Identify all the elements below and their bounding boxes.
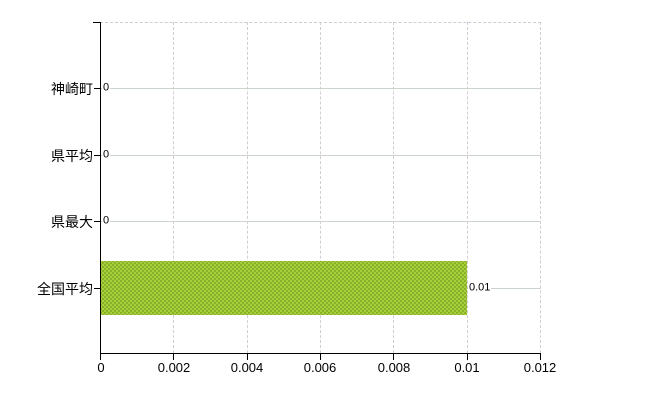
gridline-vertical — [393, 22, 394, 353]
x-tick-label: 0.002 — [157, 360, 191, 375]
gridline-horizontal — [101, 88, 541, 89]
gridline-vertical — [540, 22, 541, 353]
y-tick — [94, 288, 100, 289]
x-tick — [393, 354, 394, 360]
value-label: 0 — [102, 148, 111, 161]
gridline-vertical — [467, 22, 468, 353]
value-label: 0.01 — [468, 281, 492, 294]
gridline-vertical — [247, 22, 248, 353]
x-tick — [247, 354, 248, 360]
y-axis-top-tick — [93, 22, 100, 23]
gridline-horizontal — [101, 155, 541, 156]
x-tick-label: 0.006 — [303, 360, 337, 375]
gridline-vertical — [320, 22, 321, 353]
x-tick-label: 0.01 — [454, 360, 480, 375]
y-tick — [94, 155, 100, 156]
x-tick — [540, 354, 541, 360]
category-label-kensaidai: 県最大 — [51, 214, 93, 230]
x-tick — [173, 354, 174, 360]
y-tick — [94, 221, 100, 222]
gridline-horizontal — [101, 221, 541, 222]
x-tick-label: 0.012 — [523, 360, 557, 375]
x-tick — [320, 354, 321, 360]
y-tick — [94, 88, 100, 89]
x-tick-label: 0.008 — [377, 360, 411, 375]
value-label: 0 — [102, 214, 111, 227]
value-label: 0 — [102, 81, 111, 94]
category-label-kenheikin: 県平均 — [51, 148, 93, 164]
x-tick — [100, 354, 101, 360]
x-tick — [467, 354, 468, 360]
x-axis-line — [100, 353, 541, 354]
gridline-vertical — [173, 22, 174, 353]
x-tick-label: 0.004 — [230, 360, 264, 375]
y-axis-line — [100, 22, 101, 354]
bar-national-average — [101, 261, 467, 315]
category-label-kozakimachi: 神崎町 — [51, 81, 93, 97]
category-label-zenkokuheikin: 全国平均 — [37, 281, 93, 297]
x-tick-label: 0 — [97, 360, 105, 375]
